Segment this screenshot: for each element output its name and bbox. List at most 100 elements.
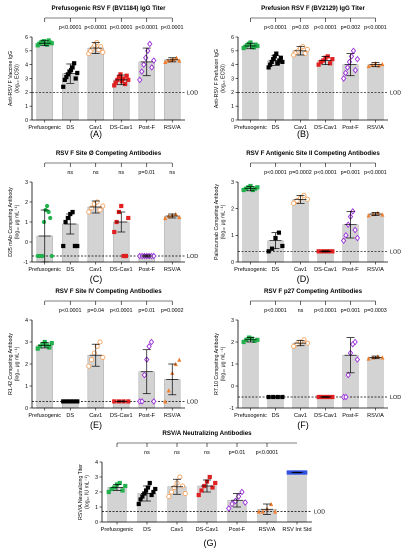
data-point [163,215,168,221]
y-tick-label: 4 [95,460,98,466]
data-point [340,75,347,82]
data-point [75,70,80,76]
y-tick-label: -1 [23,260,28,266]
data-point [266,249,271,254]
significance-label: ns [169,170,175,176]
significance-label: p<0.0001 [314,25,337,31]
data-point [199,488,204,493]
data-point [354,55,361,63]
x-tick-label: Cav1 [294,125,307,131]
x-tick-label: Cav1 [89,267,102,273]
x-tick-label: Prefusogenic [28,267,61,273]
data-point [366,356,371,361]
x-tick-label: DS-Cav1 [110,413,133,419]
significance-label: p=0.01 [229,450,246,456]
x-tick-label: Prefusogenic [101,527,134,533]
bar [164,59,181,121]
significance-label: ns [118,170,124,176]
data-point [149,64,155,71]
chart-title: Prefusion RSV F (BV2129) IgG Titer [261,5,365,12]
data-point [123,81,128,87]
x-tick-label: Post-F [139,125,156,131]
data-point [380,212,385,217]
data-point [343,232,349,239]
significance-label: p<0.0001 [84,25,107,31]
y-axis-label-line: (log₁₀ IU mL⁻¹) [85,475,91,509]
data-point [123,483,128,489]
data-point [246,185,251,190]
data-point [340,237,347,244]
data-point [65,72,71,77]
data-point [119,203,124,209]
data-point [342,69,349,77]
data-point [318,59,324,64]
data-point [73,76,78,81]
data-point [64,75,69,80]
data-point [140,494,145,499]
data-point [113,80,118,85]
x-tick-label: Prefusogenic [28,125,61,131]
x-tick-label: RSV/A [367,413,384,419]
significance-label: ns [93,170,99,176]
data-point [61,243,66,249]
data-point [301,337,307,343]
data-point [352,226,358,234]
data-point [141,371,148,379]
lod-label: LOD [390,249,401,255]
data-point [168,489,175,495]
bar [36,43,53,121]
y-tick-label: 3 [231,76,234,82]
data-point [62,77,67,82]
x-tick-label: RSV/A [259,527,276,533]
data-point [136,501,141,507]
data-point [166,493,172,500]
y-tick-label: 0 [95,520,98,526]
bar [367,213,384,263]
data-point [138,497,143,502]
x-tick-label: DS [66,125,74,131]
data-point [126,215,131,221]
data-point [126,77,131,82]
x-tick-label: Post-F [342,413,359,419]
data-point [380,355,385,360]
y-tick-label: 0 [231,384,234,390]
significance-label: p<0.0001 [256,450,279,456]
data-point [123,253,129,259]
y-axis-label: Palivizumab Competing Antibody (log₁₀ μg … [214,184,227,260]
data-point [171,57,176,62]
bar [242,45,259,121]
bar [292,342,309,409]
data-point [65,215,71,221]
data-point [266,65,271,70]
significance-label: p<0.0001 [264,25,287,31]
y-axis-label: R7.10 Competing Antibody (log₁₀ μg mL⁻¹) [214,333,227,395]
data-point [124,73,129,78]
data-point [291,200,297,206]
x-tick-label: DS-Cav1 [314,267,337,273]
data-point [137,76,143,84]
x-tick-label: RSV Int Std [282,527,311,533]
data-point [354,356,361,363]
lod-label: LOD [187,399,198,405]
data-point [354,234,361,242]
significance-label: p=0.03 [292,25,309,31]
y-axis-label-line: R1.42 Competing Antibody [8,333,14,395]
bar [317,60,334,121]
data-point [255,337,260,342]
data-point [117,480,122,486]
data-point [255,43,260,49]
data-point [252,338,257,343]
data-point [145,47,151,55]
significance-label: p<0.0001 [59,25,82,31]
x-tick-label: DS [272,125,280,131]
y-tick-label: 1 [231,104,234,110]
data-point [63,219,68,225]
bar [87,206,104,263]
data-point [44,203,50,209]
y-tick-label: 3 [25,76,28,82]
y-axis-label: R1.42 Competing Antibody (log₁₀ μg mL⁻¹) [8,333,21,395]
y-axis-label: Anti-RSV F Prefusion IgG (log₁₀ EC50) [214,49,227,108]
x-tick-label: DS [66,267,74,273]
y-tick-label: 0 [25,118,28,124]
data-point [269,59,274,64]
